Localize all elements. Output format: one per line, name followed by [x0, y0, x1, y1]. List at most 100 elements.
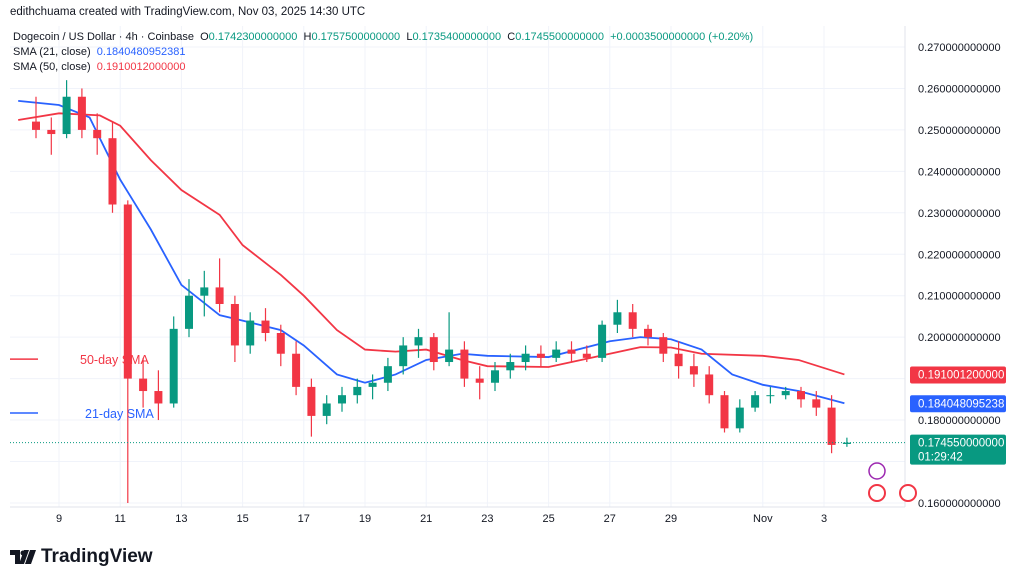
candle-body: [429, 337, 438, 363]
last-price-box: [910, 434, 1006, 465]
candle-body: [689, 366, 698, 375]
change-value: +0.0003500000000 (+0.20%): [610, 31, 754, 43]
chart-legend: Dogecoin / US Dollar · 4h · Coinbase O0.…: [13, 30, 753, 75]
x-tick-label: 23: [481, 513, 493, 525]
candle-body: [353, 386, 362, 396]
candle-body: [399, 345, 408, 367]
candle-body: [322, 403, 331, 416]
candle-body: [460, 349, 469, 379]
y-tick-label: 0.240000000000: [918, 166, 1001, 178]
x-tick-label: 29: [665, 513, 677, 525]
candle-body: [77, 96, 86, 130]
candle-body: [139, 378, 148, 392]
x-tick-label: 15: [236, 513, 248, 525]
close-value: 0.1745500000000: [515, 31, 604, 43]
high-value: 0.1757500000000: [311, 31, 401, 43]
sma21-price-box-label: 0.184048095238: [918, 398, 1004, 410]
candle-body: [230, 303, 239, 346]
open-value: 0.1742300000000: [208, 31, 298, 43]
sma50-price-box: [910, 366, 1006, 384]
y-tick-label: 0.180000000000: [918, 415, 1001, 427]
candle-body: [827, 407, 836, 445]
candle-body: [735, 407, 744, 429]
sma50-line: [18, 112, 845, 376]
candle-body: [276, 333, 285, 354]
candle-body: [338, 395, 346, 404]
candle-body: [200, 287, 209, 296]
candle-body: [246, 320, 255, 346]
y-tick-label: 0.230000000000: [918, 208, 1001, 220]
candle-body: [521, 353, 530, 363]
sma-annotation: 50-day SMA: [80, 353, 149, 367]
candle-body: [582, 353, 591, 358]
symbol-label[interactable]: Dogecoin / US Dollar · 4h · Coinbase: [13, 31, 194, 43]
x-tick-label: 3: [821, 513, 827, 525]
candle-body: [123, 204, 132, 379]
x-tick-label: 17: [298, 513, 310, 525]
countdown-label: 01:29:42: [918, 452, 963, 464]
x-tick-label: 9: [56, 513, 62, 525]
candle-body: [720, 395, 729, 429]
sma50-price-box-label: 0.191001200000: [918, 369, 1004, 381]
candle-body: [506, 362, 515, 371]
close-label: C: [507, 31, 516, 43]
candle-body: [797, 391, 805, 400]
sma21-value: 0.1840480952381: [96, 46, 186, 58]
candle-body: [383, 366, 392, 383]
x-tick-label: 19: [359, 513, 371, 525]
candle-body: [414, 337, 423, 346]
lightning-event-icon: [868, 462, 886, 480]
candle-body: [812, 399, 821, 408]
candle-body: [567, 349, 576, 354]
low-value: 0.1735400000000: [412, 31, 502, 43]
x-tick-label: 25: [542, 513, 554, 525]
legend-sma50[interactable]: SMA (50, close) 0.1910012000000: [13, 60, 753, 75]
legend-sma21[interactable]: SMA (21, close) 0.1840480952381: [13, 45, 753, 60]
tv-logo-icon: [10, 550, 36, 564]
y-tick-label: 0.210000000000: [918, 291, 1001, 303]
y-tick-label: 0.220000000000: [918, 249, 1001, 261]
us-flag-event-icon: [868, 484, 886, 502]
candle-body: [628, 312, 637, 329]
candle-body: [93, 129, 102, 139]
candle-body: [659, 337, 668, 354]
logo-text: TradingView: [41, 546, 153, 567]
sma21-label: SMA (21, close): [13, 46, 91, 58]
x-tick-label: 21: [420, 513, 432, 525]
open-label: O: [200, 31, 209, 43]
tradingview-logo[interactable]: TradingView: [10, 546, 153, 568]
candle-body: [307, 386, 316, 416]
last-price-box-label: 0.174550000000: [918, 438, 1004, 450]
candle-body: [552, 349, 561, 358]
x-tick-label: Nov: [753, 513, 773, 525]
candle-body: [766, 395, 775, 397]
high-label: H: [303, 31, 312, 43]
sma50-value: 0.1910012000000: [96, 61, 186, 73]
candle-body: [644, 328, 652, 338]
candle-body: [169, 328, 178, 404]
candle-body: [781, 391, 790, 396]
sma-annotation: 21-day SMA: [85, 407, 154, 421]
x-tick-label: 27: [604, 513, 616, 525]
candle-body: [185, 295, 193, 329]
x-tick-label: 11: [114, 513, 125, 525]
y-tick-label: 0.200000000000: [918, 332, 1001, 344]
candle-body: [445, 349, 454, 363]
candle-body: [32, 121, 40, 130]
candle-body: [108, 138, 117, 205]
y-tick-label: 0.260000000000: [918, 83, 1001, 95]
candle-body: [705, 374, 714, 396]
low-label: L: [406, 31, 413, 43]
candle-body: [536, 353, 545, 358]
us-flag-event-icon: [899, 484, 917, 502]
sma21-price-box: [910, 395, 1006, 413]
legend-ohlc: Dogecoin / US Dollar · 4h · Coinbase O0.…: [13, 30, 753, 45]
sma50-label: SMA (50, close): [13, 61, 91, 73]
chart-credit: edithchuama created with TradingView.com…: [10, 6, 366, 18]
candle-body: [598, 324, 607, 358]
y-tick-label: 0.250000000000: [918, 125, 1001, 137]
candle-body: [215, 287, 224, 304]
sma21-line: [18, 99, 845, 405]
candle-body: [491, 370, 499, 383]
